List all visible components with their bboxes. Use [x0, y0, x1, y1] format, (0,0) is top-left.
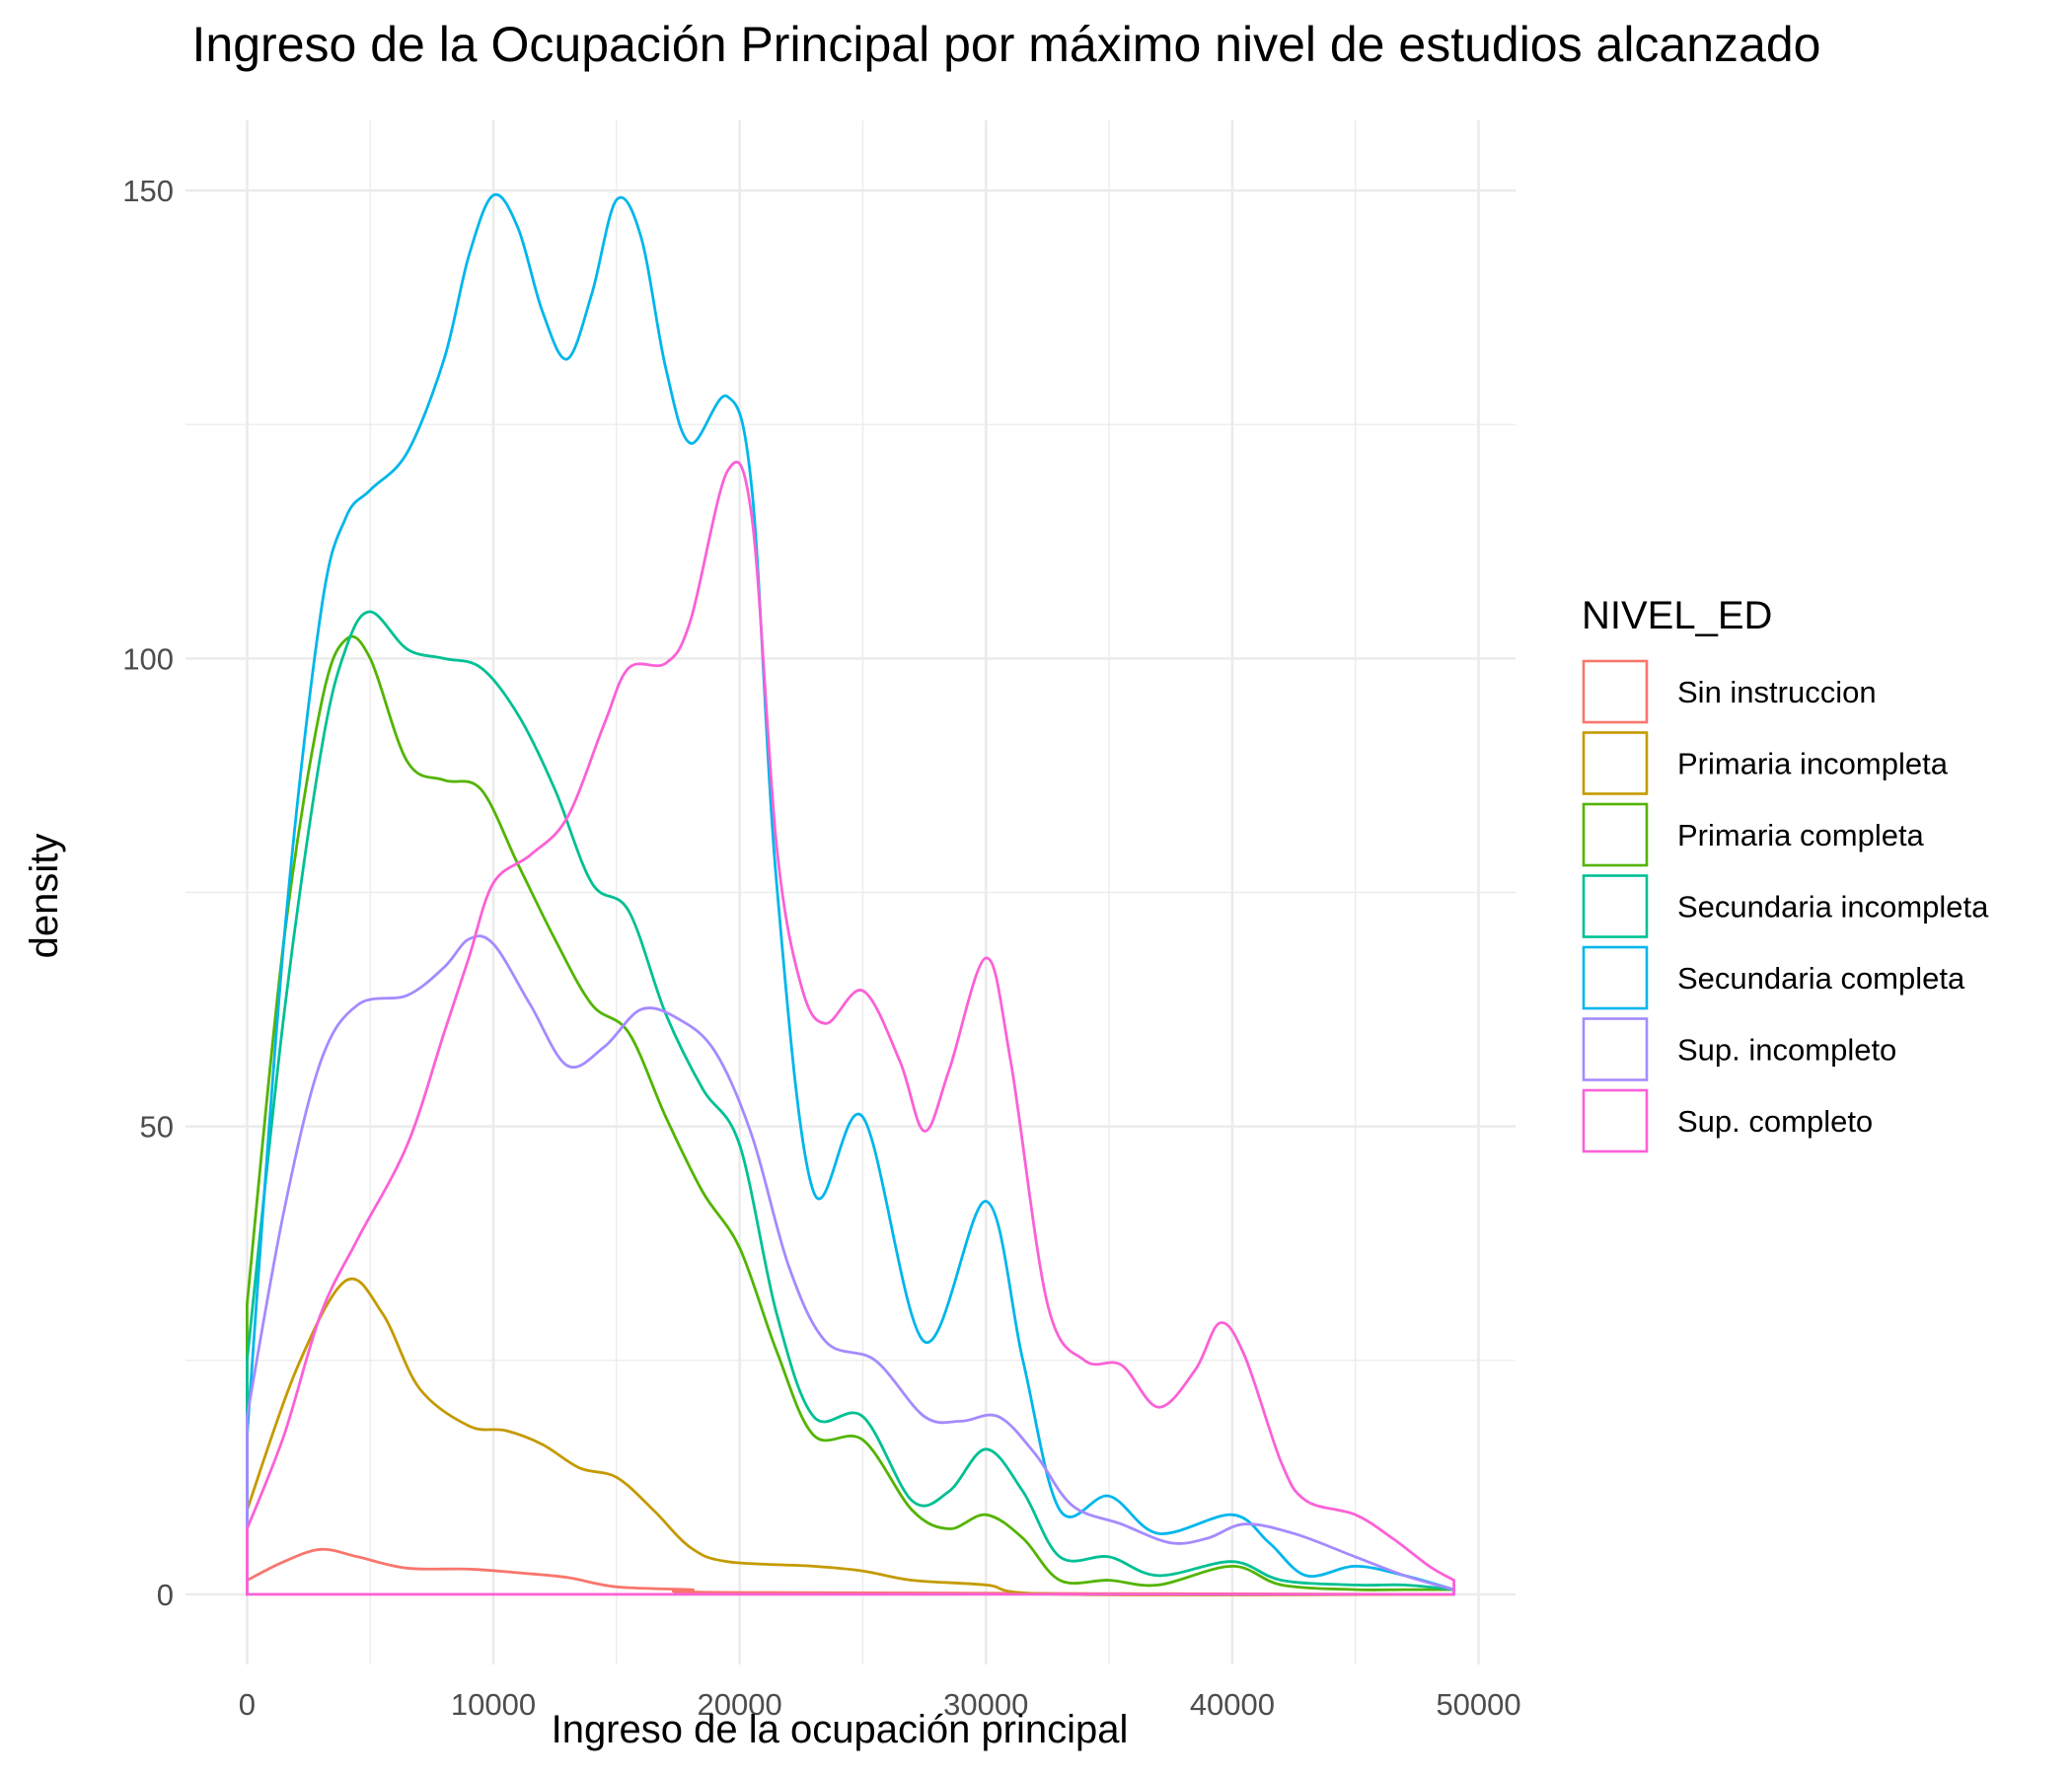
y-tick-label: 100	[122, 641, 174, 676]
y-axis-title: density	[23, 834, 66, 959]
x-tick-label: 40000	[1190, 1687, 1275, 1722]
series-line-primaria-completa	[246, 634, 1455, 1596]
legend-key	[1582, 945, 1649, 1010]
legend-label: Secundaria completa	[1677, 961, 1965, 996]
legend-label: Sin instruccion	[1677, 675, 1877, 709]
x-tick-label: 50000	[1436, 1687, 1520, 1722]
legend-label: Sup. incompleto	[1677, 1033, 1896, 1068]
y-tick-label: 150	[122, 174, 174, 208]
legend: NIVEL_ED Sin instruccion Primaria incompl…	[1582, 594, 1989, 1153]
x-axis-ticks: 0 10000 20000 30000 40000 50000	[239, 1687, 1521, 1722]
legend-key	[1582, 731, 1649, 795]
series-line-secundaria-incompleta	[246, 610, 1455, 1596]
legend-key	[1582, 1088, 1649, 1153]
legend-label: Primaria incompleta	[1677, 747, 1949, 781]
legend-label: Secundaria incompleta	[1677, 890, 1989, 925]
x-tick-label: 20000	[698, 1687, 782, 1722]
y-tick-label: 0	[157, 1578, 174, 1612]
legend-items: Sin instruccion Primaria incompleta Primar…	[1582, 659, 1989, 1153]
series-line-sup-completo	[246, 460, 1455, 1596]
series-lines	[246, 192, 1455, 1596]
legend-key	[1582, 1017, 1649, 1081]
y-axis-ticks: 0 50 100 150	[122, 174, 174, 1612]
legend-key	[1582, 874, 1649, 938]
grid-lines	[185, 120, 1516, 1665]
legend-label: Primaria completa	[1677, 818, 1925, 852]
legend-label: Sup. completo	[1677, 1104, 1873, 1139]
series-line-sin-instruccion	[246, 1547, 1455, 1596]
x-tick-label: 30000	[943, 1687, 1028, 1722]
x-axis-title: Ingreso de la ocupación principal	[552, 1708, 1129, 1751]
y-tick-label: 50	[140, 1110, 174, 1145]
series-line-secundaria-completa	[246, 192, 1455, 1596]
chart-title: Ingreso de la Ocupación Principal por má…	[192, 17, 1821, 72]
legend-title: NIVEL_ED	[1582, 594, 1772, 637]
series-line-primaria-incompleta	[246, 1277, 1455, 1596]
legend-key	[1582, 802, 1649, 867]
x-tick-label: 0	[239, 1687, 256, 1722]
x-tick-label: 10000	[451, 1687, 536, 1722]
series-line-sup-incompleto	[246, 934, 1455, 1596]
legend-key	[1582, 659, 1649, 724]
